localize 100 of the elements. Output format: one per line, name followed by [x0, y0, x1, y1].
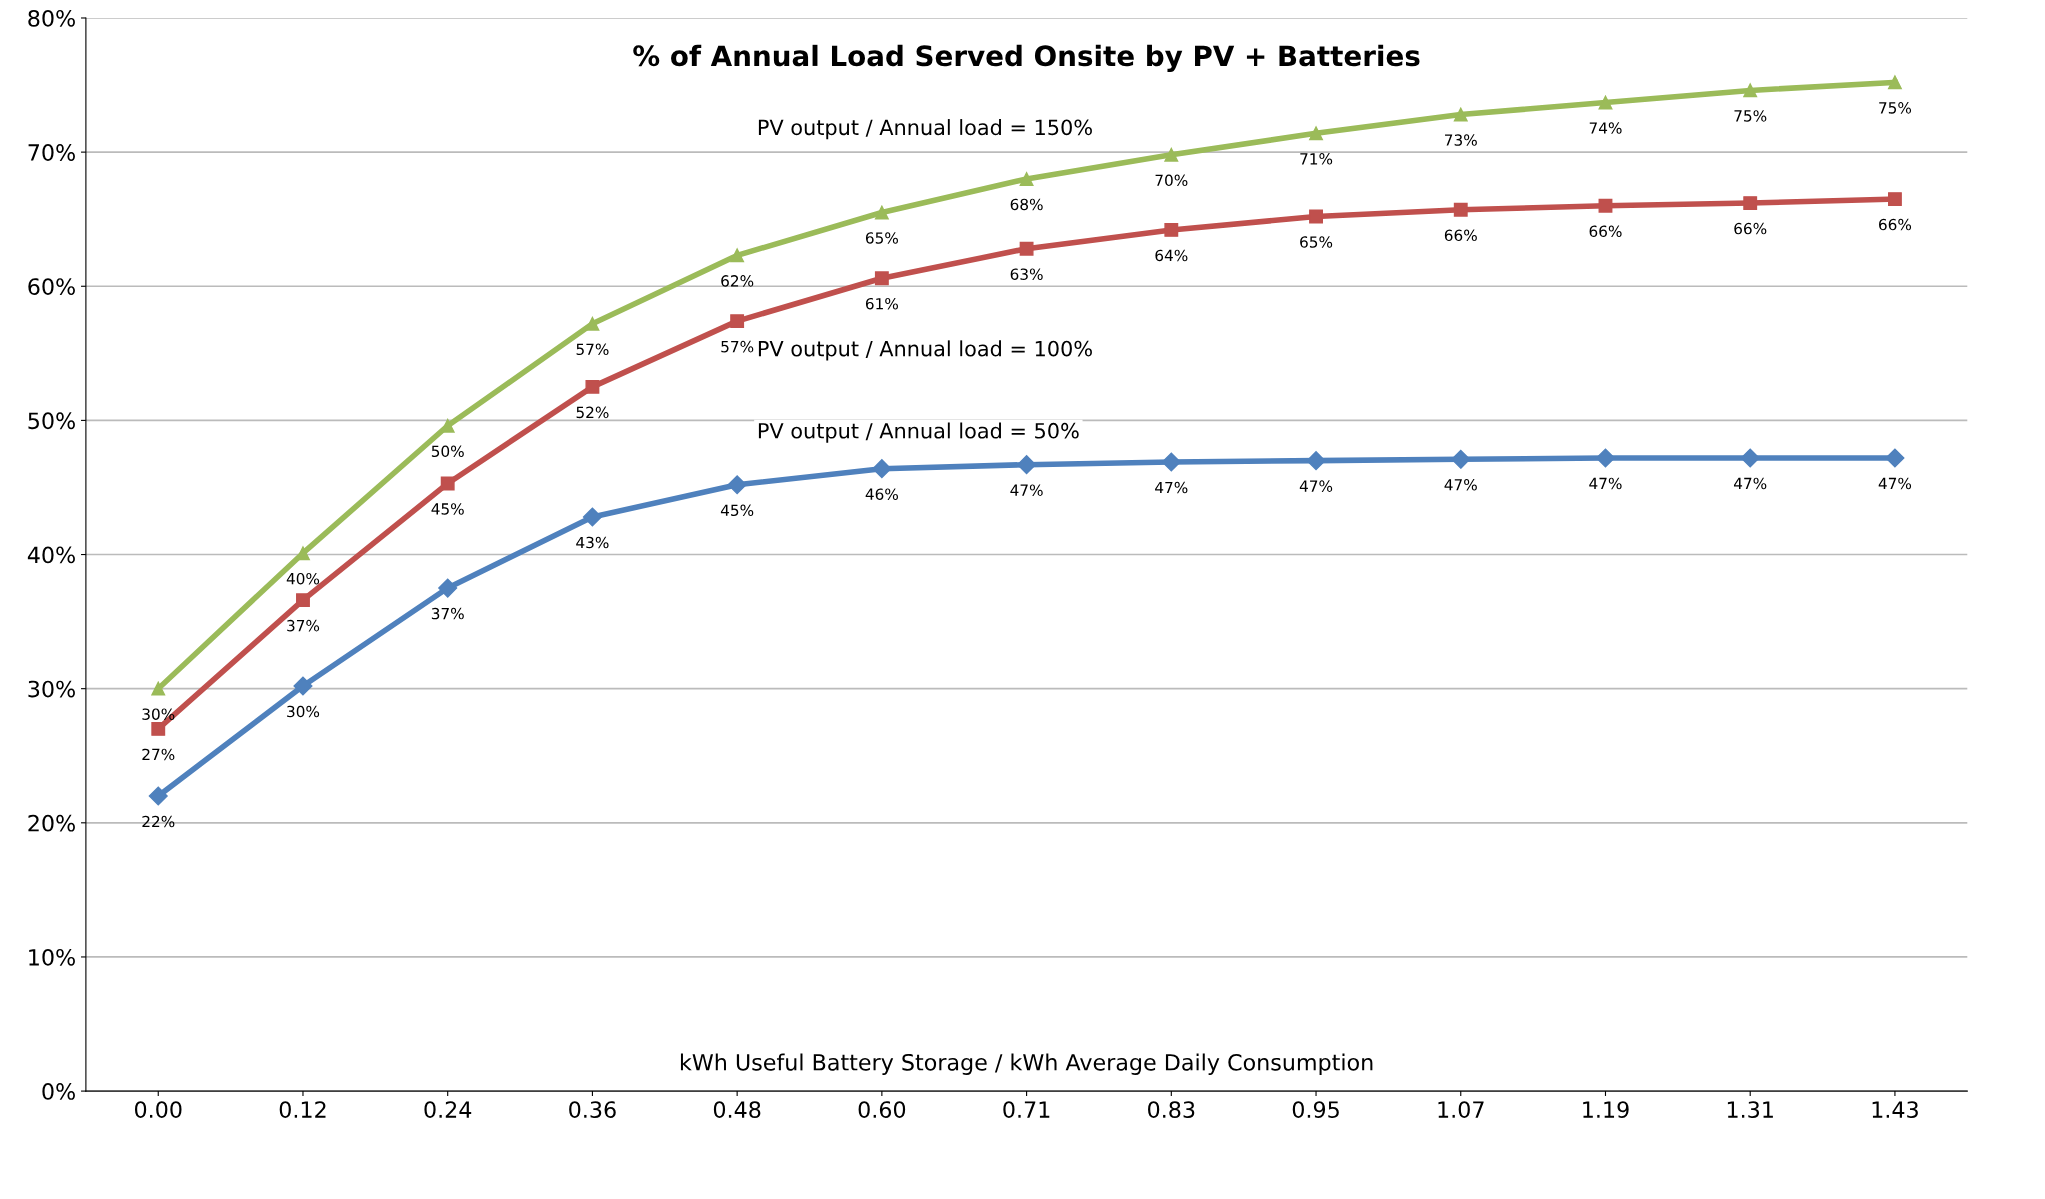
- data-label: 57%: [576, 343, 609, 356]
- data-label: 63%: [1010, 268, 1043, 280]
- point: [1019, 241, 1034, 256]
- data-label: 61%: [865, 297, 898, 310]
- series-label: PV output / Annual load = 50%: [758, 422, 1079, 443]
- data-label: 50%: [431, 445, 464, 458]
- point: [1887, 75, 1902, 90]
- data-label: 47%: [1299, 480, 1333, 492]
- data-label: 47%: [1155, 481, 1188, 494]
- point: [874, 205, 889, 220]
- series-label: PV output / Annual load = 100%: [758, 340, 1092, 361]
- x-tick-label: 0.60: [858, 1101, 906, 1119]
- y-tick-label: 30%: [28, 680, 75, 698]
- text: % of Annual Load Served Onsite by PV + Batteries: [633, 44, 1420, 72]
- data-label: 52%: [576, 406, 609, 419]
- y-tick-label: 20%: [28, 814, 75, 832]
- point: [1451, 449, 1471, 469]
- point: [151, 681, 166, 696]
- x-tick-label: 0.95: [1292, 1101, 1339, 1119]
- data-label: 64%: [1155, 249, 1188, 262]
- y-tick-label: 0%: [42, 1083, 75, 1100]
- point: [1743, 196, 1758, 211]
- data-label: 30%: [287, 705, 320, 718]
- data-label: 43%: [576, 536, 609, 549]
- point: [730, 248, 745, 263]
- y-tick-label: 70%: [28, 144, 75, 161]
- point: [585, 316, 600, 331]
- point: [872, 459, 892, 479]
- x-tick-label: 0.48: [713, 1101, 761, 1119]
- y-tick-label: 40%: [27, 546, 75, 564]
- x-tick-label: 1.43: [1872, 1101, 1918, 1119]
- point: [1309, 209, 1323, 224]
- x-tick-label: 1.19: [1583, 1101, 1629, 1119]
- y-tick-label: 60%: [28, 278, 75, 296]
- x-tick-label: 0.12: [279, 1101, 326, 1119]
- data-label: 65%: [865, 232, 898, 244]
- data-label: 65%: [1300, 236, 1333, 248]
- point: [1017, 455, 1037, 475]
- data-label: 74%: [1589, 122, 1622, 134]
- data-label: 75%: [1879, 102, 1912, 114]
- point: [874, 271, 889, 286]
- x-tick-label: 0.71: [1003, 1101, 1050, 1119]
- data-label: 45%: [431, 503, 464, 515]
- point: [1743, 83, 1758, 98]
- point: [1887, 192, 1902, 207]
- data-label: 62%: [721, 275, 754, 287]
- data-label: 73%: [1445, 134, 1477, 146]
- data-label: 47%: [1878, 477, 1912, 490]
- x-tick-label: 1.07: [1438, 1101, 1484, 1119]
- data-label: 45%: [720, 504, 754, 517]
- point: [296, 593, 310, 608]
- point: [293, 676, 313, 696]
- data-label: 57%: [721, 340, 754, 353]
- point: [1164, 147, 1179, 162]
- data-label: 66%: [1589, 225, 1622, 238]
- point: [1161, 452, 1181, 472]
- x-tick-label: 0.00: [134, 1101, 182, 1119]
- data-label: 71%: [1300, 153, 1333, 165]
- point: [148, 786, 168, 806]
- x-tick-label: 0.24: [424, 1101, 472, 1119]
- point: [1019, 172, 1034, 186]
- point: [1164, 222, 1179, 237]
- x-tick-label: 1.31: [1727, 1101, 1773, 1119]
- data-label: 66%: [1734, 222, 1767, 235]
- data-label: 70%: [1155, 174, 1188, 187]
- data-label: 22%: [142, 815, 175, 828]
- data-label: 66%: [1444, 229, 1477, 242]
- point: [438, 578, 458, 598]
- series-label: PV output / Annual load = 150%: [758, 119, 1092, 140]
- data-label: 47%: [1589, 477, 1622, 490]
- point: [296, 546, 310, 561]
- y-tick-label: 10%: [29, 948, 75, 966]
- y-tick-label: 50%: [28, 412, 75, 430]
- data-label: 66%: [1879, 218, 1912, 231]
- point: [1598, 95, 1613, 110]
- data-label: 47%: [1733, 477, 1767, 490]
- point: [582, 507, 602, 527]
- data-label: 27%: [142, 748, 175, 761]
- point: [1453, 107, 1468, 122]
- point: [1453, 202, 1468, 217]
- point: [1306, 451, 1326, 471]
- point: [727, 475, 747, 495]
- data-label: 68%: [1010, 198, 1043, 211]
- data-label: 46%: [865, 488, 898, 500]
- data-label: 47%: [1010, 484, 1043, 496]
- data-label: 37%: [287, 619, 320, 632]
- x-tick-label: 0.83: [1148, 1101, 1195, 1119]
- point: [151, 721, 166, 736]
- point: [440, 476, 455, 491]
- point: [1885, 448, 1905, 468]
- point: [1598, 198, 1613, 213]
- point: [1740, 448, 1760, 468]
- data-label: 75%: [1734, 110, 1767, 122]
- data-label: 37%: [431, 607, 464, 620]
- data-label: 40%: [286, 572, 320, 585]
- x-tick-label: 0.36: [569, 1101, 616, 1119]
- point: [1309, 126, 1323, 141]
- data-label: 47%: [1444, 479, 1477, 491]
- point: [730, 314, 745, 329]
- y-tick-label: 80%: [28, 9, 75, 27]
